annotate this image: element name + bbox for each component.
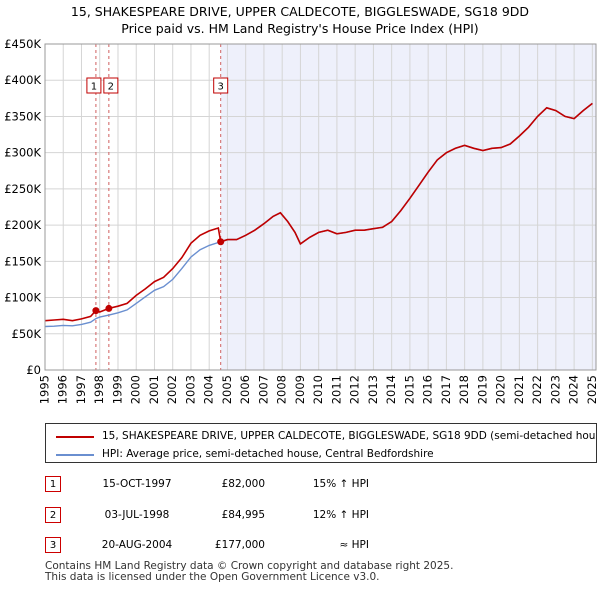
x-tick-label-2019: 2019	[475, 375, 489, 404]
sale-box-label-3: 3	[218, 82, 224, 93]
sale-box-label-2: 2	[108, 82, 114, 93]
footer: Contains HM Land Registry data © Crown c…	[45, 561, 595, 583]
footer-licence: This data is licensed under the Open Gov…	[45, 571, 380, 583]
x-tick-label-1996: 1996	[56, 375, 70, 404]
x-tick-label-2013: 2013	[366, 375, 380, 404]
x-tick-label-2006: 2006	[238, 375, 252, 404]
legend-item-property: 15, SHAKESPEARE DRIVE, UPPER CALDECOTE, …	[46, 428, 597, 446]
legend-hpi-label: HPI: Average price, semi-detached house,…	[102, 448, 434, 460]
y-tick-label-50000: £50K	[12, 327, 42, 341]
x-tick-label-2012: 2012	[348, 375, 362, 404]
x-tick-label-2011: 2011	[329, 375, 343, 404]
x-tick-label-1999: 1999	[110, 375, 124, 404]
x-tick-label-2001: 2001	[147, 375, 161, 404]
post-sale-shaded-region	[220, 44, 597, 370]
x-tick-label-2010: 2010	[311, 375, 325, 404]
x-tick-label-1995: 1995	[38, 375, 52, 404]
x-tick-label-2017: 2017	[439, 375, 453, 404]
y-tick-label-450000: £450K	[4, 37, 41, 51]
x-tick-label-2016: 2016	[421, 375, 435, 404]
sale-hpi-3: ≈ HPI	[339, 539, 369, 551]
x-tick-label-2003: 2003	[183, 375, 197, 404]
y-tick-label-250000: £250K	[4, 182, 41, 196]
sale-box-1	[86, 77, 102, 94]
sale-marker-label-3: 3	[45, 537, 61, 553]
x-tick-label-2005: 2005	[220, 375, 234, 404]
sale-row-3: 3 20-AUG-2004 £177,000 ≈ HPI	[45, 537, 465, 557]
x-tick-label-2008: 2008	[275, 375, 289, 404]
x-tick-label-2024: 2024	[567, 375, 581, 404]
x-tick-label-2020: 2020	[494, 375, 508, 404]
y-tick-label-150000: £150K	[4, 254, 41, 268]
sale-marker-label-2: 2	[45, 507, 61, 523]
x-tick-label-2025: 2025	[585, 375, 599, 404]
sale-box-3	[213, 77, 229, 94]
y-tick-label-350000: £350K	[4, 109, 41, 123]
legend-hpi-swatch	[56, 454, 94, 456]
legend-property-label: 15, SHAKESPEARE DRIVE, UPPER CALDECOTE, …	[102, 430, 597, 442]
property-series-line	[44, 102, 593, 322]
chart-title: 15, SHAKESPEARE DRIVE, UPPER CALDECOTE, …	[0, 3, 600, 37]
title-line-1: 15, SHAKESPEARE DRIVE, UPPER CALDECOTE, …	[70, 4, 530, 19]
sale-point-3	[217, 238, 225, 246]
sale-price-2: £84,995	[221, 509, 265, 521]
x-tick-label-2000: 2000	[129, 375, 143, 404]
x-tick-label-2022: 2022	[530, 375, 544, 404]
x-tick-label-2023: 2023	[548, 375, 562, 404]
sale-price-1: £82,000	[221, 478, 265, 490]
x-tick-label-2021: 2021	[512, 375, 526, 404]
legend-item-hpi: HPI: Average price, semi-detached house,…	[46, 446, 596, 462]
sale-row-2: 2 03-JUL-1998 £84,995 12% ↑ HPI	[45, 507, 465, 527]
x-tick-label-2004: 2004	[202, 375, 216, 404]
sale-hpi-1: 15% ↑ HPI	[312, 478, 369, 490]
price-chart: 1 2 3 £0 £50K £100K £150K £200K £250K £300K £350K £…	[4, 37, 599, 404]
sale-date-3: 20-AUG-2004	[101, 539, 173, 551]
sale-marker-label-1: 1	[45, 476, 61, 492]
sale-hpi-2: 12% ↑ HPI	[312, 509, 369, 521]
y-tick-label-200000: £200K	[4, 218, 41, 232]
x-tick-label-2018: 2018	[457, 375, 471, 404]
x-tick-label-2007: 2007	[256, 375, 270, 404]
x-tick-label-1997: 1997	[74, 375, 88, 404]
title-line-2: Price paid vs. HM Land Registry's House …	[121, 21, 479, 36]
x-tick-label-2009: 2009	[293, 375, 307, 404]
y-tick-label-300000: £300K	[4, 146, 41, 160]
sale-box-label-1: 1	[91, 82, 97, 93]
y-tick-label-100000: £100K	[4, 291, 41, 305]
x-tick-label-2015: 2015	[402, 375, 416, 404]
sale-row-1: 1 15-OCT-1997 £82,000 15% ↑ HPI	[45, 476, 465, 496]
y-tick-label-0: £0	[26, 363, 41, 377]
x-tick-label-2014: 2014	[384, 375, 398, 404]
sale-box-2	[103, 77, 119, 94]
legend: 15, SHAKESPEARE DRIVE, UPPER CALDECOTE, …	[45, 423, 597, 463]
sale-point-2	[105, 304, 113, 312]
sale-date-1: 15-OCT-1997	[102, 478, 172, 490]
footer-copyright: Contains HM Land Registry data © Crown c…	[45, 560, 454, 572]
x-tick-label-1998: 1998	[92, 375, 106, 404]
y-tick-label-400000: £400K	[4, 73, 41, 87]
x-tick-label-2002: 2002	[165, 375, 179, 404]
legend-property-swatch	[56, 436, 94, 438]
sale-point-1	[92, 307, 100, 315]
sale-price-3: £177,000	[214, 539, 265, 551]
sale-date-2: 03-JUL-1998	[104, 509, 170, 521]
plot-frame	[44, 43, 597, 371]
